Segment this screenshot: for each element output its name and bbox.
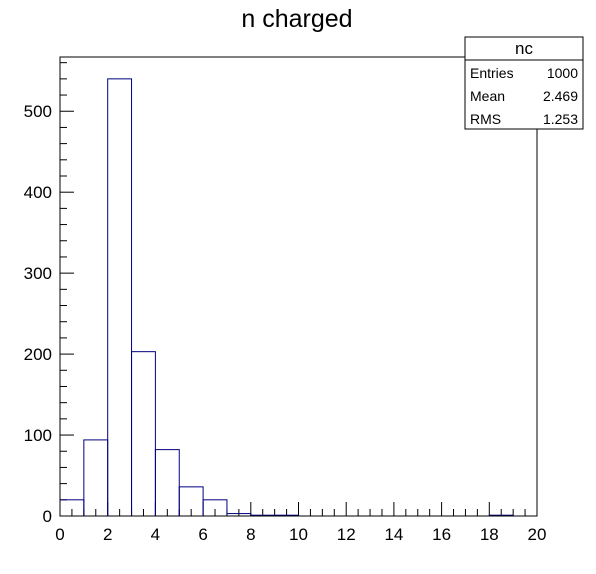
y-tick-label: 0 <box>43 507 52 526</box>
x-tick-label: 4 <box>151 525 160 544</box>
y-tick-label: 200 <box>24 345 52 364</box>
y-tick-label: 500 <box>24 102 52 121</box>
stats-box-name: nc <box>515 39 533 58</box>
chart-title: n charged <box>241 5 352 33</box>
y-tick-label: 100 <box>24 426 52 445</box>
x-tick-label: 2 <box>103 525 112 544</box>
stats-entries-value: 1000 <box>547 65 578 81</box>
plot-frame <box>59 56 538 517</box>
histogram-bin-2 <box>107 78 133 517</box>
stats-box-frame <box>464 36 584 130</box>
y-tick-label: 300 <box>24 264 52 283</box>
y-tick-label: 400 <box>24 183 52 202</box>
y-tick-labels: 0 100 200 300 400 500 <box>24 102 52 526</box>
stats-entries-label: Entries <box>470 65 514 81</box>
x-tick-label: 14 <box>384 525 403 544</box>
histogram-bin-4 <box>154 449 180 517</box>
histogram-bin-3 <box>131 351 156 517</box>
x-tick-label: 20 <box>528 525 547 544</box>
x-tick-labels: 0 2 4 6 8 10 12 14 16 18 20 <box>55 525 546 544</box>
x-tick-label: 6 <box>198 525 207 544</box>
stats-mean-label: Mean <box>470 88 505 104</box>
stats-rms-label: RMS <box>470 111 501 127</box>
stats-rms-value: 1.253 <box>543 111 578 127</box>
x-tick-label: 10 <box>289 525 308 544</box>
stats-box: nc Entries 1000 Mean 2.469 RMS 1.253 <box>464 36 584 130</box>
x-tick-label: 0 <box>55 525 64 544</box>
x-tick-label: 18 <box>480 525 499 544</box>
x-tick-label: 16 <box>432 525 451 544</box>
histogram-bars <box>59 78 514 517</box>
x-tick-label: 12 <box>337 525 356 544</box>
stats-mean-value: 2.469 <box>543 88 578 104</box>
x-tick-label: 8 <box>246 525 255 544</box>
histogram-bin-1 <box>83 439 109 517</box>
